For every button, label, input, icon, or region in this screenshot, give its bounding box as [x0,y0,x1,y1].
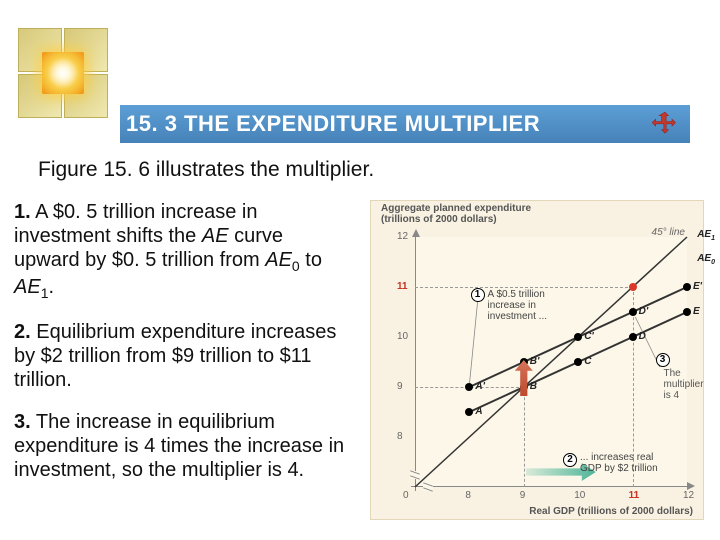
callout-1-text: A $0.5 trillionincrease ininvestment ... [488,289,547,322]
callout-2-text: ... increases realGDP by $2 trillion [580,452,658,474]
multiplier-chart: Aggregate planned expenditure(trillions … [370,200,704,520]
point-label: A' [475,381,485,392]
data-point-E [683,308,691,316]
data-point-C [574,358,582,366]
callout-1: 1 [471,288,485,302]
callout-2: 2 [563,453,577,467]
x-axis-title: Real GDP (trillions of 2000 dollars) [529,506,693,517]
data-point-A [465,408,473,416]
figure-caption: Figure 15. 6 illustrates the multiplier. [38,158,374,182]
x-tick: 8 [465,490,471,501]
chart-lines [415,237,687,487]
callout-3-text: The multiplieris 4 [664,368,704,401]
point-label: B [530,381,537,392]
move-icon[interactable] [650,110,680,140]
data-point-Cp [574,333,582,341]
point-label: B' [530,356,540,367]
section-title: 15. 3 THE EXPENDITURE MULTIPLIER [126,111,540,137]
y-axis-title: Aggregate planned expenditure(trillions … [381,203,531,225]
callout-3: 3 [656,353,670,367]
point-label: D [639,331,646,342]
bullet-3: 3. The increase in equilibrium expenditu… [14,410,354,482]
plot-area: 45° line AE1 AE0 89101112891011120AA'BB'… [415,237,687,487]
slide-logo [18,28,108,118]
y-tick: 12 [397,231,408,242]
data-point-Ap [465,383,473,391]
bullet-2-text: Equilibrium expenditure increases by $2 … [14,321,336,391]
point-label: C [584,356,591,367]
point-label: E [693,306,700,317]
explanation-list: 1. A $0. 5 trillion increase in investme… [14,200,354,500]
data-point-Ep [683,283,691,291]
section-title-bar: 15. 3 THE EXPENDITURE MULTIPLIER [120,105,690,143]
data-point-D [629,333,637,341]
x-tick: 10 [574,490,585,501]
x-tick: 12 [683,490,694,501]
point-label: C' [584,331,594,342]
bullet-1-text: A $0. 5 trillion increase in investment … [14,201,322,298]
y-tick: 8 [397,431,403,442]
point-label: E' [693,281,702,292]
bullet-1: 1. A $0. 5 trillion increase in investme… [14,200,354,302]
data-point-Dp [629,308,637,316]
y-tick: 9 [397,381,403,392]
x-tick: 9 [520,490,526,501]
bullet-2: 2. Equilibrium expenditure increases by … [14,320,354,392]
point-label: D' [639,306,649,317]
new-equilibrium-point [629,283,637,291]
ae0-label: AE0 [697,253,715,266]
ae1-label: AE1 [697,229,715,242]
y-tick: 10 [397,331,408,342]
point-label: A [475,406,482,417]
bullet-3-text: The increase in equilibrium expenditure … [14,411,344,481]
line45-label: 45° line [652,227,685,238]
